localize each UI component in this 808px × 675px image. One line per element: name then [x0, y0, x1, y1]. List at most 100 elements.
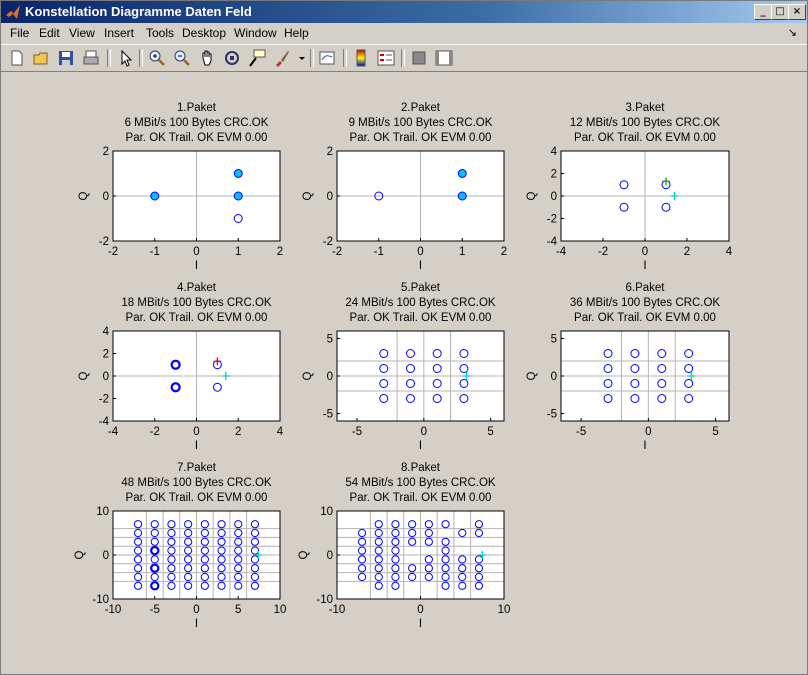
y-tick-label: 0 [103, 191, 109, 203]
constellation-point [379, 364, 389, 373]
constellation-point [234, 555, 243, 564]
constellation-point [424, 555, 433, 564]
new-file-icon[interactable] [7, 48, 27, 68]
constellation-point [184, 537, 193, 546]
plot-title-line: Par. OK Trail. OK EVM 0.00 [350, 492, 492, 504]
dock-arrow-icon[interactable]: ↘ [787, 27, 797, 39]
constellation-point [234, 537, 243, 546]
brush-dropdown-icon[interactable] [292, 48, 305, 68]
brush-icon[interactable] [272, 48, 292, 68]
constellation-point [184, 581, 193, 590]
constellation-point [474, 528, 484, 538]
print-icon[interactable] [81, 48, 101, 68]
constellation-point [458, 581, 467, 590]
y-tick-label: -2 [547, 214, 557, 226]
constellation-point [408, 520, 417, 529]
constellation-point [459, 379, 469, 388]
constellation-point [217, 581, 226, 590]
constellation-point [133, 572, 143, 582]
constellation-point [657, 349, 667, 358]
constellation-point [184, 564, 193, 573]
constellation-point [250, 581, 260, 590]
y-axis-label: Q [302, 371, 314, 380]
plot-4: 4.Paket 18 MBit/s 100 Bytes CRC.OK Par. OK… [78, 282, 284, 452]
zoom-out-icon[interactable] [172, 48, 192, 68]
constellation-point [391, 555, 400, 564]
constellation-point [474, 581, 484, 590]
constellation-point [374, 581, 383, 590]
constellation-point [167, 528, 176, 538]
close-button[interactable]: × [788, 4, 806, 20]
constellation-point [234, 520, 243, 529]
x-tick-label: -5 [150, 604, 160, 616]
menu-tools[interactable]: Tools [146, 26, 175, 40]
menu-help[interactable]: Help [284, 26, 309, 40]
menu-view[interactable]: View [69, 26, 95, 40]
legend-icon[interactable] [376, 48, 396, 68]
constellation-point [167, 572, 176, 582]
hide-plot-tools-icon[interactable] [409, 48, 429, 68]
plot-title-line: 9 MBit/s 100 Bytes CRC.OK [349, 117, 493, 129]
constellation-point [374, 191, 384, 201]
menu-edit[interactable]: Edit [39, 26, 60, 40]
constellation-point [379, 394, 389, 403]
colorbar-icon[interactable] [351, 48, 371, 68]
rotate-3d-icon[interactable] [222, 48, 242, 68]
constellation-point [424, 520, 433, 529]
plot-8: 8.Paket 54 MBit/s 100 Bytes CRC.OK Par. OK… [298, 462, 510, 630]
maximize-button[interactable]: □ [771, 4, 789, 20]
save-icon[interactable] [56, 48, 76, 68]
constellation-point [379, 379, 389, 388]
y-axis-label: Q [74, 550, 86, 559]
constellation-point [217, 528, 226, 538]
constellation-point [657, 379, 667, 388]
data-cursor-icon[interactable] [247, 48, 267, 68]
x-axis-label: I [195, 260, 198, 272]
minimize-button[interactable]: _ [754, 4, 772, 20]
y-tick-label: 2 [551, 169, 557, 181]
x-tick-label: 2 [235, 426, 241, 438]
constellation-point [167, 520, 176, 529]
constellation-point [474, 520, 484, 529]
zoom-in-icon[interactable] [147, 48, 167, 68]
constellation-point [458, 528, 467, 538]
pilot-cross-marker [670, 192, 679, 200]
x-axis-label: I [419, 440, 422, 452]
constellation-point [357, 528, 367, 538]
show-plot-tools-icon[interactable] [434, 48, 454, 68]
plot-title-line: 2.Paket [401, 102, 441, 114]
constellation-point [250, 564, 260, 573]
constellation-point [233, 191, 243, 201]
x-tick-label: -2 [598, 246, 608, 258]
menu-insert[interactable]: Insert [104, 26, 135, 40]
x-tick-label: 0 [642, 246, 648, 258]
constellation-point [133, 581, 143, 590]
constellation-point [374, 528, 383, 538]
y-tick-label: 0 [327, 550, 333, 562]
figure-toolbar [1, 44, 807, 72]
x-tick-label: 1 [459, 246, 465, 258]
x-tick-label: 0 [417, 246, 423, 258]
constellation-point [217, 564, 226, 573]
constellation-point [150, 537, 159, 546]
link-plot-icon[interactable] [317, 48, 337, 68]
menu-window[interactable]: Window [234, 26, 277, 40]
pointer-icon[interactable] [115, 48, 135, 68]
constellation-point [250, 537, 260, 546]
menu-desktop[interactable]: Desktop [182, 26, 227, 40]
constellation-point [357, 572, 367, 582]
x-tick-label: 1 [235, 246, 241, 258]
constellation-point [657, 364, 667, 373]
constellation-point [200, 564, 209, 573]
y-tick-label: 0 [103, 371, 109, 383]
title-bar[interactable]: Konstellation Diagramme Daten Feld _ □ × [1, 1, 807, 23]
open-folder-icon[interactable] [31, 48, 51, 68]
pan-hand-icon[interactable] [197, 48, 217, 68]
plot-1: 1.Paket 6 MBit/s 100 Bytes CRC.OK Par. OK … [78, 102, 283, 272]
constellation-point [133, 546, 143, 555]
menu-file[interactable]: File [10, 26, 30, 40]
constellation-point [405, 349, 415, 358]
x-tick-label: 2 [277, 246, 283, 258]
constellation-point [603, 364, 613, 373]
plot-7: 7.Paket 48 MBit/s 100 Bytes CRC.OK Par. OK… [74, 462, 286, 630]
